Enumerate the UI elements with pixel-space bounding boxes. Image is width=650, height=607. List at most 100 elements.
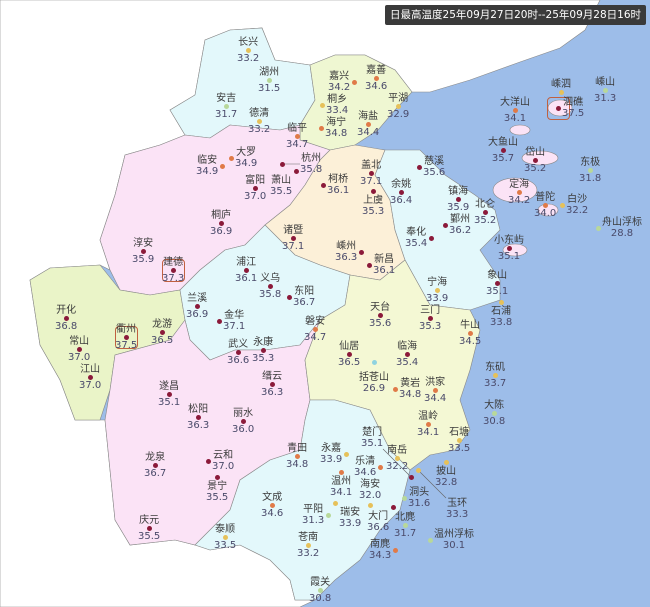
station-dot-icon[interactable] [332,500,338,506]
station-dot-icon[interactable] [351,79,357,85]
station-dot-icon[interactable] [392,547,398,553]
station-dot-icon[interactable] [498,299,504,305]
station-dot-icon[interactable] [219,163,225,169]
station-dot-icon[interactable] [358,249,364,255]
station-dot-icon[interactable] [428,235,434,241]
station-dot-icon[interactable] [492,372,498,378]
station-dot-icon[interactable] [205,458,211,464]
station-dot-icon[interactable] [159,329,165,335]
station-dot-icon[interactable] [559,202,565,208]
station-dot-icon[interactable] [87,374,93,380]
station-dot-icon[interactable] [546,96,570,120]
station-dot-icon[interactable] [216,318,222,324]
station-dot-icon[interactable] [398,189,404,195]
station-dot-icon[interactable] [415,467,421,473]
station-dot-icon[interactable] [542,202,548,208]
station-dot-icon[interactable] [338,469,344,475]
station-dot-icon[interactable] [373,75,379,81]
station-dot-icon[interactable] [146,525,152,531]
station-dot-icon[interactable] [294,133,300,139]
station-temperature: 36.0 [232,424,255,435]
station-dot-icon[interactable] [76,346,82,352]
station-dot-icon[interactable] [370,188,376,194]
station-dot-icon[interactable] [467,330,473,336]
station-dot-icon[interactable] [404,351,410,357]
station-dot-icon[interactable] [161,258,185,282]
station-dot-icon[interactable] [434,287,440,293]
station-dot-icon[interactable] [223,103,229,109]
station-dot-icon[interactable] [377,464,383,470]
station-dot-icon[interactable] [368,170,374,176]
station-dot-icon[interactable] [512,107,518,113]
station-dot-icon[interactable] [218,220,224,226]
station-dot-icon[interactable] [266,77,272,83]
station-dot-icon[interactable] [152,462,158,468]
station-dot-icon[interactable] [558,89,564,95]
station-dot-icon[interactable] [305,542,311,548]
station-dot-icon[interactable] [500,147,506,153]
station-dot-icon[interactable] [294,453,300,459]
station-dot-icon[interactable] [319,102,325,108]
station-dot-icon[interactable] [587,167,593,173]
station-dot-icon[interactable] [63,315,69,321]
station-dot-icon[interactable] [114,325,138,349]
station-dot-icon[interactable] [243,267,249,273]
station-dot-icon[interactable] [394,455,400,461]
station-dot-icon[interactable] [377,312,383,318]
station-dot-icon[interactable] [390,504,396,510]
station-dot-icon[interactable] [443,459,449,465]
station-dot-icon[interactable] [214,474,220,480]
station-dot-icon[interactable] [494,280,500,286]
station-dot-icon[interactable] [595,225,601,231]
station-dot-icon[interactable] [506,245,512,251]
station-dot-icon[interactable] [532,157,538,163]
station-dot-icon[interactable] [395,103,401,109]
station-dot-icon[interactable] [456,437,462,443]
station-dot-icon[interactable] [269,502,275,508]
station-dot-icon[interactable] [312,326,318,332]
station-dot-icon[interactable] [442,222,448,228]
station-dot-icon[interactable] [325,512,331,518]
station-dot-icon[interactable] [432,387,438,393]
station-dot-icon[interactable] [260,347,266,353]
station-dot-icon[interactable] [267,283,273,289]
station-dot-icon[interactable] [402,522,408,528]
station-dot-icon[interactable] [194,303,200,309]
station-dot-icon[interactable] [317,587,323,593]
station-dot-icon[interactable] [491,410,497,416]
station-dot-icon[interactable] [228,155,234,161]
station-dot-icon[interactable] [245,47,251,53]
station-dot-icon[interactable] [279,161,285,167]
station-dot-icon[interactable] [240,418,246,424]
station-dot-icon[interactable] [269,381,275,387]
station-dot-icon[interactable] [367,502,373,508]
station-dot-icon[interactable] [140,248,146,254]
station-dot-icon[interactable] [222,534,228,540]
station-dot-icon[interactable] [482,209,488,215]
station-dot-icon[interactable] [427,315,433,321]
station-dot-icon[interactable] [235,349,241,355]
station-dot-icon[interactable] [365,121,371,127]
station-dot-icon[interactable] [427,537,433,543]
station-dot-icon[interactable] [195,414,201,420]
station-dot-icon[interactable] [256,118,262,124]
station-dot-icon[interactable] [293,168,299,174]
station-dot-icon[interactable] [366,262,372,268]
station-dot-icon[interactable] [252,185,258,191]
station-dot-icon[interactable] [320,182,326,188]
station-dot-icon[interactable] [425,421,431,427]
station-dot-icon[interactable] [408,474,414,480]
station-dot-icon[interactable] [290,235,296,241]
station-dot-icon[interactable] [392,386,398,392]
station-dot-icon[interactable] [602,87,608,93]
station-dot-icon[interactable] [346,351,352,357]
station-dot-icon[interactable] [455,196,461,202]
station-dot-icon[interactable] [166,391,172,397]
station-dot-icon[interactable] [416,164,422,170]
station-dot-icon[interactable] [371,359,377,365]
station-dot-icon[interactable] [516,189,522,195]
station-dot-icon[interactable] [401,495,407,501]
station-dot-icon[interactable] [318,125,324,131]
station-dot-icon[interactable] [286,294,292,300]
station-dot-icon[interactable] [343,451,349,457]
